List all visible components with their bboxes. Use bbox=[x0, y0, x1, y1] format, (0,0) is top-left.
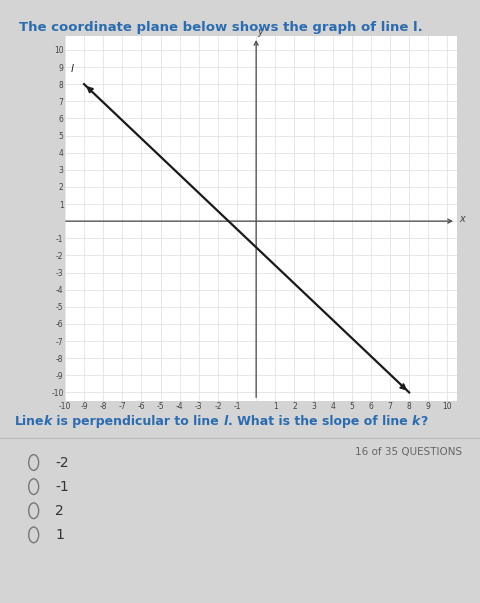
Text: l: l bbox=[71, 64, 73, 74]
Text: 16 of 35 QUESTIONS: 16 of 35 QUESTIONS bbox=[354, 447, 461, 458]
Text: ?: ? bbox=[420, 415, 427, 428]
Text: x: x bbox=[458, 215, 464, 224]
Text: -2: -2 bbox=[55, 455, 69, 470]
Text: 2: 2 bbox=[55, 504, 64, 518]
Text: 1: 1 bbox=[55, 528, 64, 542]
Text: y: y bbox=[257, 27, 262, 37]
Text: is perpendicular to line: is perpendicular to line bbox=[52, 415, 223, 428]
Text: l: l bbox=[223, 415, 227, 428]
Text: k: k bbox=[411, 415, 420, 428]
Text: Line: Line bbox=[14, 415, 44, 428]
Text: . What is the slope of line: . What is the slope of line bbox=[227, 415, 411, 428]
Text: -1: -1 bbox=[55, 479, 69, 494]
Text: k: k bbox=[44, 415, 52, 428]
Text: The coordinate plane below shows the graph of line l.: The coordinate plane below shows the gra… bbox=[19, 21, 422, 34]
